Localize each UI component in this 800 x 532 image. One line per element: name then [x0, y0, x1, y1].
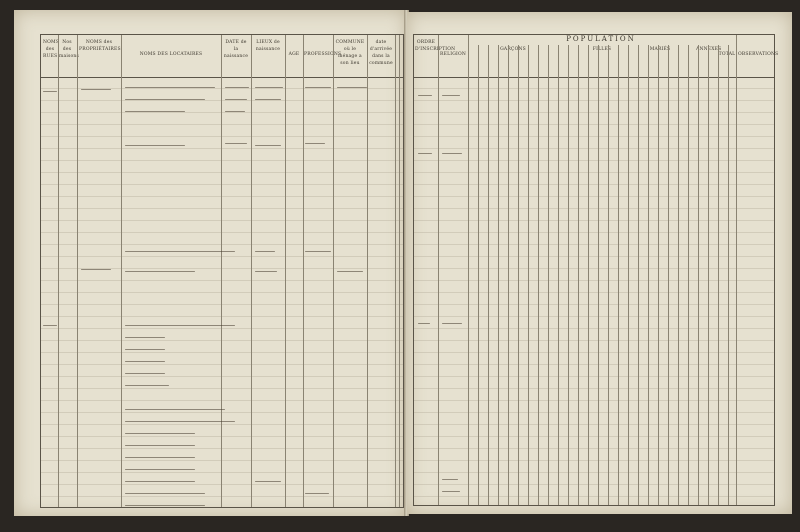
handwritten-entry [125, 445, 195, 447]
handwritten-entry [125, 325, 235, 327]
handwritten-entry [442, 323, 462, 325]
header-locataires: NOMS DES LOCATAIRES [139, 52, 203, 57]
handwritten-entry [125, 271, 195, 273]
right-page: ORDRE D'INSCRIPTION RELIGION POPULATION … [407, 12, 792, 514]
ruled-lines [41, 77, 403, 507]
register-table-right: ORDRE D'INSCRIPTION RELIGION POPULATION … [413, 34, 779, 506]
handwritten-entry [305, 143, 325, 145]
header-professions: PROFESSIONS [304, 52, 342, 57]
handwritten-entry [125, 337, 165, 339]
handwritten-entry [418, 323, 430, 325]
header-garcons: GARÇONS [500, 47, 526, 52]
header-annexes: ANNEXES [696, 47, 722, 52]
book-spine [404, 10, 409, 516]
header-observations: OBSERVATIONS [738, 52, 779, 57]
header-rues: NOMS des RUES [43, 40, 60, 59]
handwritten-entry [43, 325, 57, 327]
handwritten-entry [442, 95, 460, 97]
handwritten-entry [225, 99, 247, 101]
header-maries: MARIÉS [649, 47, 671, 52]
handwritten-entry [81, 89, 111, 91]
header-religion: RELIGION [440, 52, 467, 57]
handwritten-entry [225, 143, 247, 145]
handwritten-entry [125, 99, 205, 101]
handwritten-entry [125, 481, 195, 483]
handwritten-entry [125, 145, 185, 147]
handwritten-entry [125, 87, 215, 89]
handwritten-entry [255, 145, 281, 147]
handwritten-entry [81, 269, 111, 271]
handwritten-entry [418, 95, 432, 97]
handwritten-entry [337, 271, 363, 273]
handwritten-entry [125, 433, 195, 435]
handwritten-entry [305, 493, 329, 495]
handwritten-entry [125, 385, 169, 387]
handwritten-entry [225, 111, 245, 113]
header-population: POPULATION [566, 35, 636, 43]
handwritten-entry [418, 153, 432, 155]
handwritten-entry [125, 349, 165, 351]
handwritten-entry [255, 87, 283, 89]
header-age: AGE [288, 52, 300, 57]
header-total: TOTAL [718, 52, 736, 57]
handwritten-entry [305, 251, 331, 253]
register-table-left: NOMS des RUES Nos des maisons NOMS des P… [40, 34, 404, 508]
handwritten-entry [255, 271, 277, 273]
handwritten-entry [125, 111, 185, 113]
header-maisons: Nos des maisons [59, 40, 80, 59]
left-page: NOMS des RUES Nos des maisons NOMS des P… [14, 10, 406, 516]
handwritten-entry [125, 251, 235, 253]
handwritten-entry [255, 481, 281, 483]
header-row: NOMS des RUES Nos des maisons NOMS des P… [41, 35, 403, 78]
handwritten-entry [225, 87, 249, 89]
handwritten-entry [125, 505, 205, 507]
handwritten-entry [442, 491, 460, 493]
header-ordre: ORDRE D'INSCRIPTION [415, 40, 456, 52]
header-lieux: LIEUX de naissance [255, 40, 281, 52]
handwritten-entry [255, 251, 275, 253]
handwritten-entry [125, 361, 165, 363]
ruled-lines [414, 77, 774, 505]
header-proprietaires: NOMS des PROPRIÉTAIRES [79, 40, 121, 52]
handwritten-entry [305, 87, 331, 89]
handwritten-entry [125, 469, 195, 471]
handwritten-entry [442, 479, 458, 481]
handwritten-entry [337, 87, 367, 89]
handwritten-entry [125, 409, 225, 411]
handwritten-entry [43, 91, 57, 93]
handwritten-entry [442, 153, 462, 155]
handwritten-entry [255, 99, 281, 101]
header-commune: COMMUNE où le ménage a son lieu [335, 40, 365, 66]
handwritten-entry [125, 457, 195, 459]
header-date: DATE de la naissance [223, 40, 249, 59]
handwritten-entry [125, 493, 205, 495]
header-filles: FILLES [592, 47, 612, 52]
handwritten-entry [125, 421, 235, 423]
handwritten-entry [125, 373, 165, 375]
header-arrivee: date d'arrivée dans la commune [369, 40, 393, 66]
